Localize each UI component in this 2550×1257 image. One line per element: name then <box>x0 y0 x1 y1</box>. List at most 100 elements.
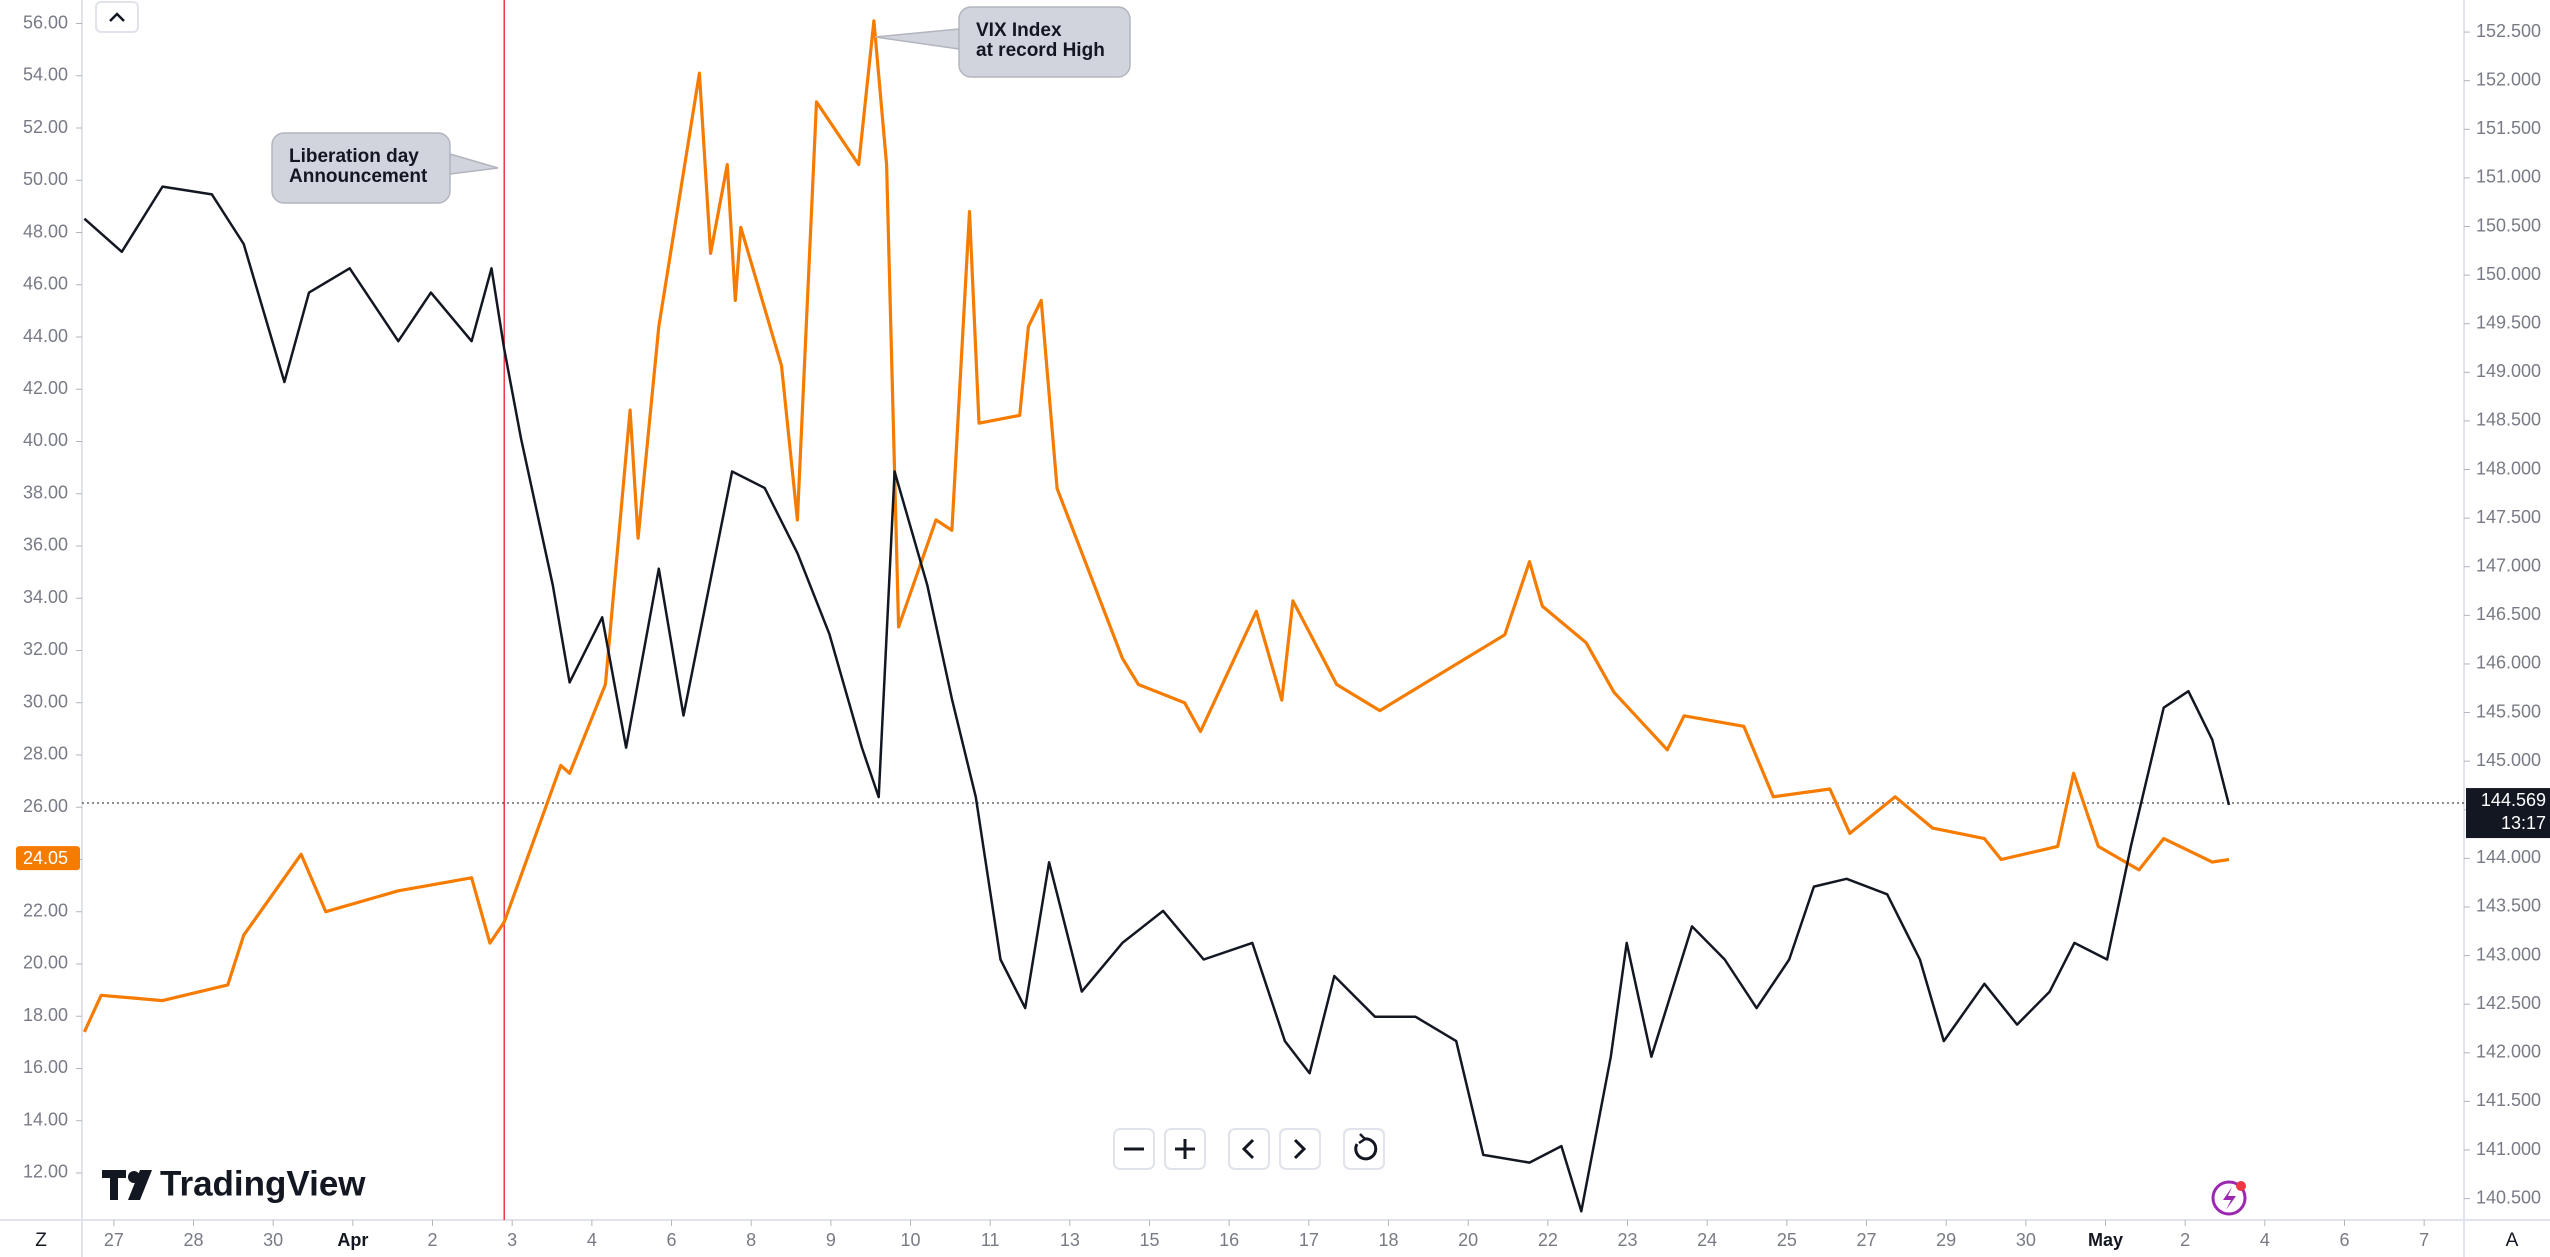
countdown-label: 13:17 <box>2501 813 2546 833</box>
y2-tick-label: 150.000 <box>2476 264 2541 284</box>
timezone-button[interactable]: Z <box>35 1230 47 1251</box>
x-tick-label: 20 <box>1458 1230 1478 1250</box>
y-tick-label: 22.00 <box>23 900 68 920</box>
y-tick-label: 28.00 <box>23 744 68 764</box>
x-tick-label: 15 <box>1140 1230 1160 1250</box>
collapse-button[interactable] <box>95 1 139 33</box>
y-tick-label: 46.00 <box>23 274 68 294</box>
x-tick-label: 25 <box>1777 1230 1797 1250</box>
callout-text: at record High <box>976 40 1105 61</box>
last-price-label: 144.569 <box>2481 790 2546 810</box>
y2-tick-label: 149.000 <box>2476 361 2541 381</box>
y-tick-label: 44.00 <box>23 326 68 346</box>
alert-icon[interactable] <box>2211 1180 2247 1216</box>
x-tick-label: 3 <box>507 1230 517 1250</box>
callout-text: VIX Index <box>976 20 1062 41</box>
y-tick-label: 54.00 <box>23 65 68 85</box>
x-tick-label: 4 <box>587 1230 597 1250</box>
y2-tick-label: 142.500 <box>2476 993 2541 1013</box>
y2-tick-label: 140.500 <box>2476 1187 2541 1207</box>
series-line <box>82 19 2230 1033</box>
x-tick-label: 2 <box>428 1230 438 1250</box>
x-tick-label: 6 <box>2339 1230 2349 1250</box>
y2-tick-label: 151.500 <box>2476 118 2541 138</box>
y-tick-label: 16.00 <box>23 1057 68 1077</box>
collapse-button-box[interactable] <box>95 1 139 33</box>
auto-scale-button[interactable]: A <box>2506 1230 2519 1251</box>
y-tick-label: 18.00 <box>23 1005 68 1025</box>
logo-mark <box>128 1170 152 1200</box>
y-tick-label: 36.00 <box>23 535 68 555</box>
x-tick-label: 10 <box>901 1230 921 1250</box>
zoom-out-button[interactable] <box>1113 1128 1155 1170</box>
x-tick-label: 7 <box>2419 1230 2429 1250</box>
x-tick-label: 30 <box>2016 1230 2036 1250</box>
series-line <box>83 185 2231 1213</box>
x-tick-label: 16 <box>1219 1230 1239 1250</box>
vix-badge: 24.05 <box>16 846 80 871</box>
y2-tick-label: 141.000 <box>2476 1139 2541 1159</box>
y2-tick-label: 152.500 <box>2476 21 2541 41</box>
x-tick-label: 11 <box>981 1230 1000 1250</box>
x-tick-label: 30 <box>263 1230 283 1250</box>
logo-mark <box>102 1170 126 1200</box>
zoom-toolbar <box>1113 1128 1385 1170</box>
y-tick-label: 40.00 <box>23 430 68 450</box>
alert-dot <box>2236 1181 2246 1191</box>
y2-tick-label: 147.500 <box>2476 507 2541 527</box>
alert-bolt <box>2223 1187 2236 1210</box>
x-tick-label: 24 <box>1697 1230 1717 1250</box>
y2-tick-label: 144.000 <box>2476 847 2541 867</box>
icon <box>1358 1133 1367 1145</box>
x-tick-label: 27 <box>104 1230 124 1250</box>
y2-tick-label: 145.500 <box>2476 701 2541 721</box>
button-box[interactable] <box>1228 1128 1270 1170</box>
zoom-in-button[interactable] <box>1164 1128 1206 1170</box>
y-tick-label: 26.00 <box>23 796 68 816</box>
scroll-left-button[interactable] <box>1228 1128 1270 1170</box>
y-tick-label: 30.00 <box>23 691 68 711</box>
callout-text: Announcement <box>289 166 428 187</box>
x-tick-label: 13 <box>1060 1230 1080 1250</box>
y-tick-label: 12.00 <box>23 1162 68 1182</box>
y-tick-label: 52.00 <box>23 117 68 137</box>
y2-tick-label: 146.000 <box>2476 653 2541 673</box>
button-box[interactable] <box>1343 1128 1385 1170</box>
x-tick-label: 29 <box>1936 1230 1956 1250</box>
x-tick-label: 6 <box>667 1230 677 1250</box>
y-tick-label: 42.00 <box>23 378 68 398</box>
y-tick-label: 38.00 <box>23 482 68 502</box>
badge-box <box>16 846 80 871</box>
scroll-right-button[interactable] <box>1279 1128 1321 1170</box>
reset-button[interactable] <box>1343 1128 1385 1170</box>
y2-tick-label: 147.000 <box>2476 555 2541 575</box>
y2-tick-label: 150.500 <box>2476 215 2541 235</box>
y2-tick-label: 148.000 <box>2476 458 2541 478</box>
alert-ring[interactable] <box>2211 1180 2247 1216</box>
y2-tick-label: 151.000 <box>2476 167 2541 187</box>
y2-tick-label: 142.000 <box>2476 1042 2541 1062</box>
button-box[interactable] <box>1279 1128 1321 1170</box>
x-tick-label: 2 <box>2180 1230 2190 1250</box>
y2-tick-label: 149.500 <box>2476 312 2541 332</box>
y-tick-label: 48.00 <box>23 221 68 241</box>
y2-tick-label: 143.000 <box>2476 944 2541 964</box>
x-tick-label: 27 <box>1856 1230 1876 1250</box>
x-tick-label: 18 <box>1378 1230 1398 1250</box>
collapse-icon <box>109 12 125 22</box>
x-tick-label: 8 <box>746 1230 756 1250</box>
y-tick-label: 56.00 <box>23 12 68 32</box>
x-tick-label: 17 <box>1299 1230 1319 1250</box>
y-tick-label: 50.00 <box>23 169 68 189</box>
icon <box>1241 1138 1255 1160</box>
brand-text: TradingView <box>160 1164 366 1203</box>
y2-tick-label: 152.000 <box>2476 69 2541 89</box>
y-tick-label: 14.00 <box>23 1109 68 1129</box>
icon <box>1354 1137 1378 1161</box>
y2-tick-label: 143.500 <box>2476 896 2541 916</box>
x-tick-label: 4 <box>2260 1230 2270 1250</box>
y2-tick-label: 145.000 <box>2476 750 2541 770</box>
x-tick-label: 28 <box>184 1230 204 1250</box>
